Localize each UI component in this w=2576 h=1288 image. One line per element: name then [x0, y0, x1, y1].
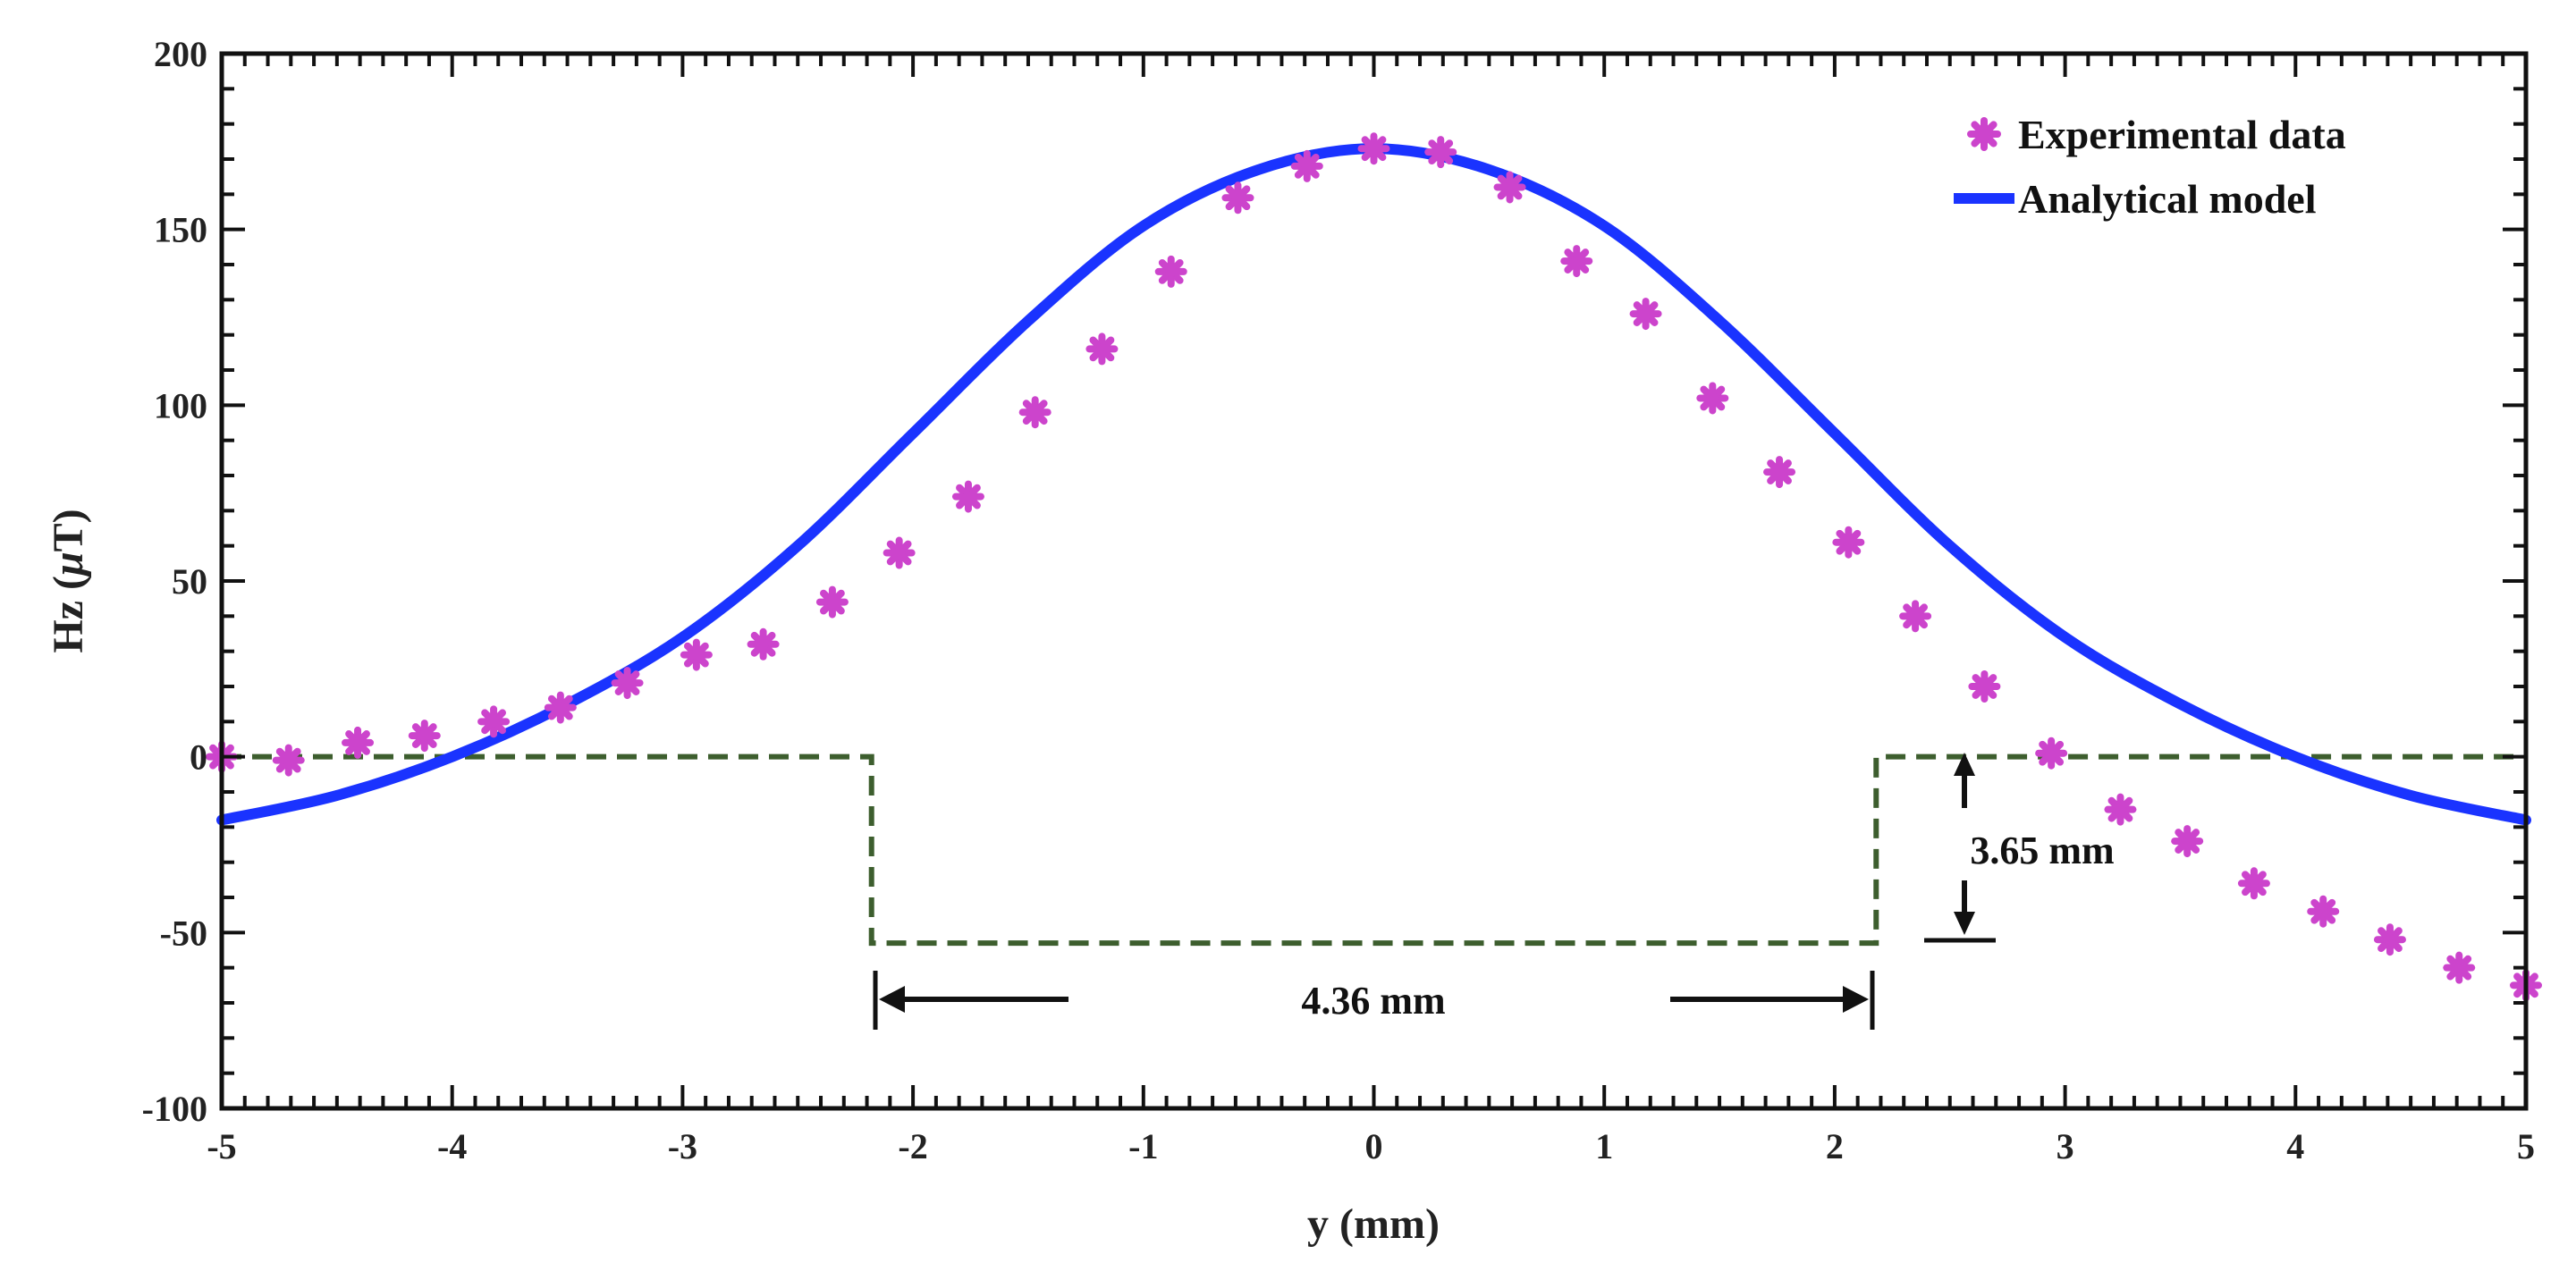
x-tick-label: -1	[1128, 1126, 1158, 1166]
experimental-point	[1696, 382, 1729, 415]
depth-arrow-up-head	[1954, 753, 1975, 776]
legend-marker-experimental	[1967, 117, 2001, 151]
y-tick-label: 100	[154, 385, 207, 425]
x-tick-label: 5	[2517, 1126, 2535, 1166]
width-label: 4.36 mm	[1301, 979, 1445, 1023]
experimental-point	[1763, 456, 1796, 489]
x-tick-label: 3	[2057, 1126, 2074, 1166]
x-tick-label: -4	[437, 1126, 467, 1166]
experimental-point	[2373, 923, 2406, 956]
x-tick-label: 2	[1826, 1126, 1844, 1166]
y-tick-label: 200	[154, 34, 207, 74]
depth-label: 3.65 mm	[1970, 829, 2114, 872]
experimental-point	[1357, 132, 1390, 165]
experimental-point	[2035, 737, 2068, 770]
experimental-point	[2104, 793, 2137, 826]
width-arrow-left-head	[879, 986, 905, 1013]
experimental-point	[815, 585, 849, 619]
experimental-point	[2171, 825, 2204, 858]
experimental-point	[1154, 255, 1187, 288]
y-tick-label: 0	[190, 737, 207, 778]
experimental-point	[1899, 600, 1932, 633]
series-geometry-profile	[222, 753, 2526, 947]
x-tick-label: 4	[2286, 1126, 2304, 1166]
legend: Experimental data Analytical model	[1947, 93, 2484, 236]
y-tick-label: 150	[154, 210, 207, 250]
tick-labels: -5 -4 -3 -2 -1 0 1 2 3 4 5 -100 -50 0 50 100 150 200	[142, 34, 2535, 1166]
y-tick-label: -100	[142, 1089, 207, 1129]
experimental-point	[2443, 951, 2476, 984]
experimental-point	[680, 638, 713, 671]
experimental-point	[1629, 298, 1662, 331]
experimental-point	[408, 720, 441, 753]
experimental-point	[272, 744, 305, 777]
x-tick-label: 0	[1365, 1126, 1383, 1166]
experimental-point	[747, 627, 780, 661]
series-layer	[206, 132, 2542, 1002]
y-axis-title-mu: μ	[45, 551, 92, 578]
y-axis-title: Hz (μT)	[45, 509, 92, 652]
experimental-point	[611, 667, 644, 700]
experimental-point	[1424, 136, 1457, 169]
annotations: 4.36 mm 3.65 mm	[873, 753, 2115, 1030]
y-tick-label: -50	[160, 913, 207, 953]
experimental-point	[477, 705, 511, 738]
y-tick-label: 50	[172, 561, 207, 602]
experimental-point	[883, 536, 916, 569]
experimental-point	[1493, 171, 1526, 204]
x-tick-label: -2	[898, 1126, 927, 1166]
x-tick-label: 1	[1595, 1126, 1613, 1166]
experimental-point	[1832, 526, 1865, 559]
experimental-point	[1290, 149, 1323, 182]
experimental-point	[1221, 181, 1254, 215]
legend-label-analytical: Analytical model	[2018, 176, 2316, 222]
y-axis-title-prefix: Hz (	[45, 576, 92, 653]
x-tick-label: -3	[668, 1126, 697, 1166]
depth-arrow-down-head	[1954, 912, 1975, 935]
x-tick-label: -5	[207, 1126, 236, 1166]
experimental-point	[342, 726, 375, 759]
plot-frame	[219, 51, 2529, 1111]
experimental-point	[2237, 867, 2270, 900]
experimental-point	[1085, 333, 1119, 366]
experimental-point	[544, 691, 577, 724]
experimental-point	[1560, 245, 1593, 278]
experimental-point	[1968, 670, 2001, 703]
legend-asterisk-icon	[1967, 117, 2001, 151]
x-axis-title: y (mm)	[1307, 1200, 1440, 1248]
legend-label-experimental: Experimental data	[2018, 112, 2346, 157]
experimental-point	[951, 480, 984, 513]
y-axis-title-suffix: T)	[45, 509, 92, 551]
legend-background	[1947, 93, 2484, 236]
width-arrow-right-head	[1843, 986, 1869, 1013]
experimental-point	[1018, 396, 1052, 429]
experimental-point	[2307, 895, 2340, 928]
